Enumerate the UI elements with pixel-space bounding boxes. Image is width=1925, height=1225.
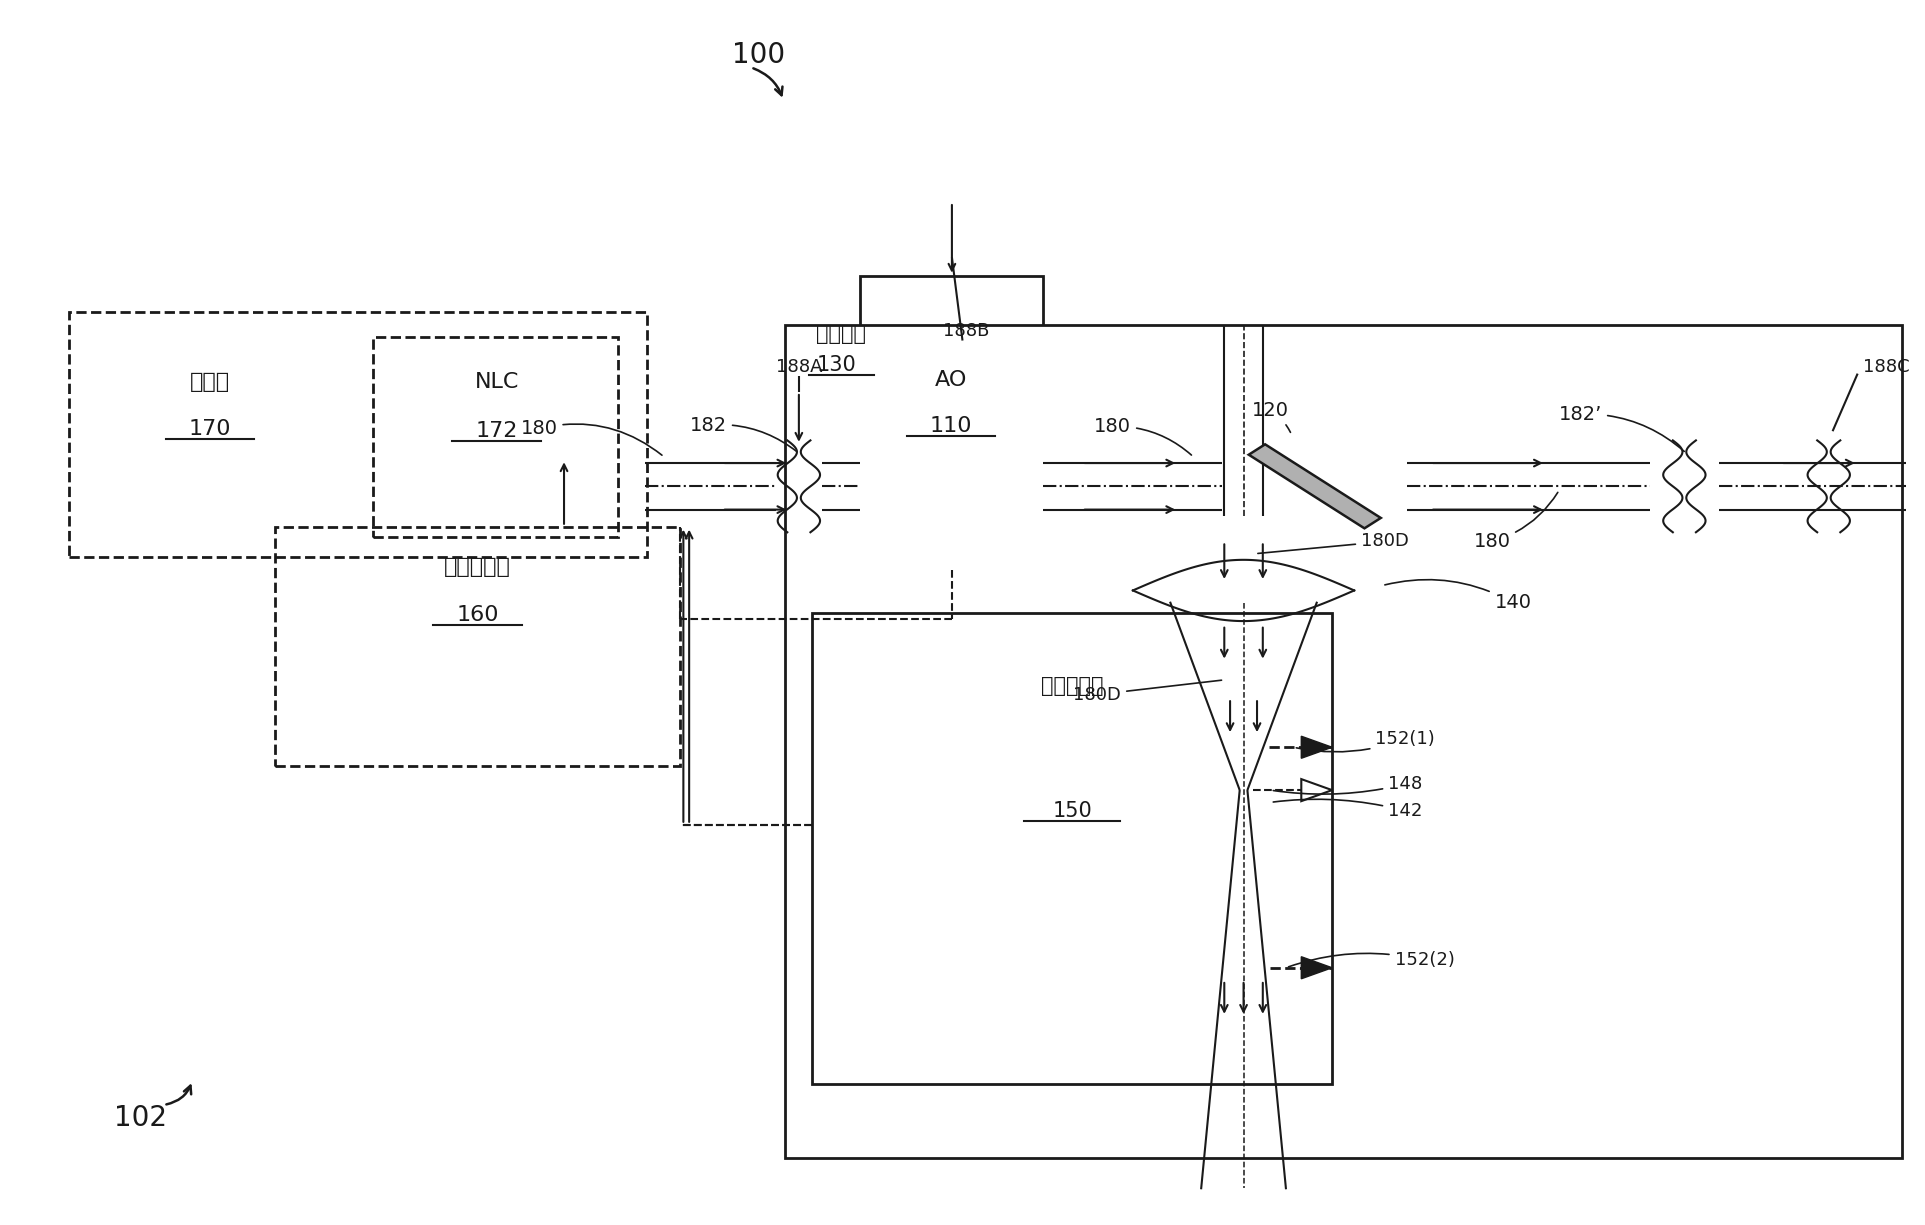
Text: 172: 172 — [475, 421, 518, 441]
Polygon shape — [1301, 736, 1332, 758]
Text: 180D: 180D — [1257, 533, 1409, 554]
Text: 180: 180 — [1093, 417, 1192, 454]
Text: 激光源: 激光源 — [191, 372, 229, 392]
Text: 182: 182 — [689, 415, 797, 452]
Text: 110: 110 — [930, 417, 972, 436]
Text: 诊断模板: 诊断模板 — [816, 325, 866, 344]
Text: 150: 150 — [1053, 801, 1091, 821]
Text: 130: 130 — [816, 355, 857, 375]
Text: 160: 160 — [456, 605, 499, 625]
Text: 反馈控制器: 反馈控制器 — [445, 557, 510, 577]
Polygon shape — [1249, 445, 1380, 528]
Text: 180: 180 — [520, 419, 662, 456]
Text: 188A: 188A — [776, 359, 822, 376]
Text: 180D: 180D — [1074, 680, 1222, 703]
Text: 170: 170 — [189, 419, 231, 439]
Text: AO: AO — [936, 370, 966, 390]
Text: NLC: NLC — [474, 372, 520, 392]
Text: 188B: 188B — [943, 322, 989, 339]
Text: 180: 180 — [1473, 492, 1557, 551]
Text: 188C: 188C — [1863, 359, 1910, 376]
Text: 152(1): 152(1) — [1296, 730, 1436, 752]
Text: 148: 148 — [1272, 775, 1423, 794]
Polygon shape — [1301, 779, 1332, 801]
Text: 测量子系统: 测量子系统 — [1041, 676, 1103, 696]
Text: 102: 102 — [114, 1105, 167, 1132]
Polygon shape — [860, 276, 1043, 570]
Text: 152(2): 152(2) — [1288, 952, 1455, 969]
Text: 140: 140 — [1384, 579, 1532, 612]
Text: 142: 142 — [1272, 799, 1423, 820]
Polygon shape — [785, 325, 1902, 1158]
Text: 100: 100 — [732, 42, 785, 69]
Polygon shape — [812, 612, 1332, 1084]
Text: 120: 120 — [1251, 401, 1290, 432]
Polygon shape — [1301, 957, 1332, 979]
Text: 182’: 182’ — [1559, 404, 1684, 451]
